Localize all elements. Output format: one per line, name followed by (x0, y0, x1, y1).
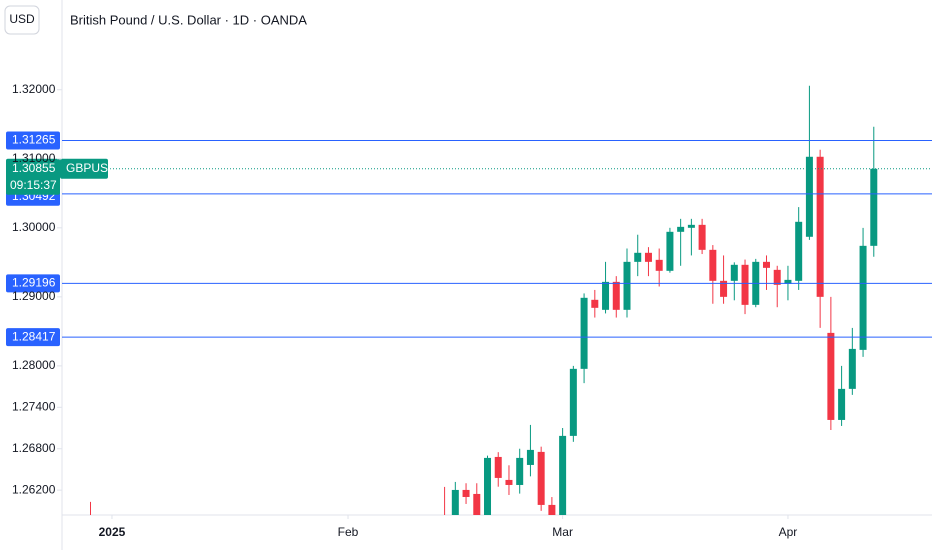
symbol-label: GBPUSD (66, 161, 117, 175)
candle-body (773, 269, 781, 285)
candle-body (602, 281, 610, 310)
candle-body (741, 264, 749, 305)
currency-button[interactable] (4, 5, 40, 35)
candle-body (784, 279, 792, 284)
y-tick-label: 1.30000 (12, 220, 56, 234)
candle-body (795, 221, 803, 281)
candle-body (762, 261, 770, 268)
candle-body (634, 252, 642, 262)
candle-body (644, 252, 652, 262)
candle-body (720, 280, 728, 297)
symbol-box (60, 158, 108, 179)
countdown-label: 09:15:37 (10, 178, 57, 192)
y-tick-label: 1.26200 (12, 482, 56, 496)
candle-body (677, 226, 685, 232)
candle-body (870, 168, 878, 246)
price-label: 1.31265 (12, 133, 56, 147)
candle-body (505, 479, 513, 485)
price-label-box (6, 274, 60, 293)
chart-title: British Pound / U.S. Dollar · 1D · OANDA (70, 12, 307, 27)
price-label: 1.29196 (12, 275, 56, 289)
candle-body (859, 245, 867, 350)
candle-body (655, 259, 663, 271)
candle-body (569, 368, 577, 436)
candle-body (698, 224, 706, 250)
candle-body (484, 457, 492, 515)
x-tick-label: Apr (779, 525, 798, 539)
y-tick-label: 1.32000 (12, 82, 56, 96)
candle-body (709, 249, 717, 281)
candle-body (494, 456, 502, 478)
x-tick-label: 2025 (99, 525, 126, 539)
candle-body (816, 156, 824, 297)
candle-body (666, 231, 674, 271)
candle-body (537, 451, 545, 505)
y-tick-label: 1.28000 (12, 358, 56, 372)
candle-body (591, 299, 599, 308)
current-price-label: 1.30855 (12, 161, 56, 175)
candle-body (87, 532, 94, 535)
candle-body (827, 332, 835, 420)
currency[interactable]: USD (9, 12, 35, 26)
price-label-box (6, 328, 60, 347)
y-tick-label: 1.31000 (12, 151, 56, 165)
candle-body (548, 504, 556, 515)
candle-body (441, 521, 448, 524)
candle-body (473, 493, 481, 515)
x-tick-label: Feb (338, 525, 359, 539)
candle-body (623, 261, 631, 310)
price-label: 1.28417 (12, 329, 56, 343)
candle-body (526, 449, 534, 465)
candle-body (580, 297, 588, 369)
candle-body (730, 264, 738, 281)
candle-body (612, 281, 620, 310)
candle-body (462, 489, 470, 497)
candle-body (838, 388, 846, 420)
candle-body (516, 457, 524, 485)
y-tick-label: 1.26800 (12, 441, 56, 455)
candle-body (805, 156, 813, 237)
price-labels: 1.312651.304921.291961.284171.3085509:15… (6, 131, 117, 347)
y-tick-label: 1.29000 (12, 289, 56, 303)
candle-body (559, 435, 567, 515)
candle-body (451, 489, 459, 515)
candle-body (848, 348, 856, 389)
current-price-box (6, 158, 60, 195)
y-tick-label: 1.27400 (12, 399, 56, 413)
x-tick-label: Mar (552, 525, 573, 539)
plot-area (62, 85, 932, 535)
price-label-box (6, 131, 60, 150)
candle-body (687, 224, 695, 228)
